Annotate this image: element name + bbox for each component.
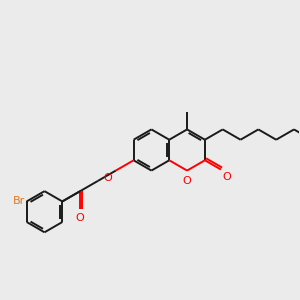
Text: Br: Br <box>13 196 25 206</box>
Text: O: O <box>76 213 85 223</box>
Text: O: O <box>183 176 191 186</box>
Text: O: O <box>103 173 112 183</box>
Text: O: O <box>222 172 231 182</box>
